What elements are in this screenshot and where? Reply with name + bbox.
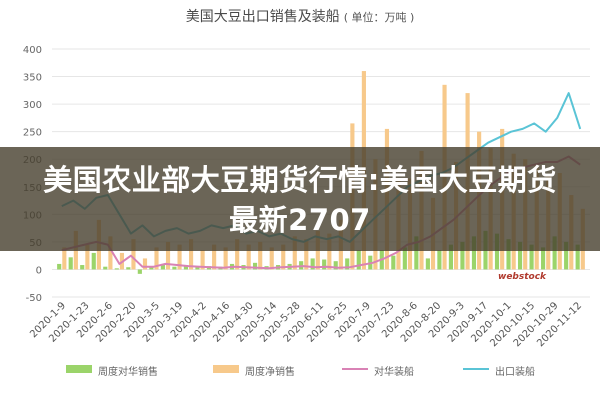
bar-weekly-china-sales [425, 258, 430, 270]
chart-unit-label: ( 单位：万吨 ) [343, 11, 415, 24]
y-tick-label: 250 [23, 128, 42, 139]
legend-label-export-shipments: 出口装船 [495, 367, 535, 378]
legend-line-china-shipments [342, 368, 368, 370]
bar-weekly-china-sales [414, 236, 419, 270]
legend-swatch-weekly-china-sales [66, 365, 92, 373]
y-tick-label: 350 [23, 73, 42, 84]
bar-weekly-net-sales [327, 233, 332, 270]
bar-weekly-net-sales [258, 241, 263, 270]
bar-weekly-net-sales [269, 247, 274, 270]
bar-weekly-net-sales [177, 244, 182, 270]
y-tick-label: 300 [23, 100, 42, 111]
bar-weekly-china-sales [103, 266, 108, 270]
bar-weekly-net-sales [281, 244, 286, 270]
bar-weekly-china-sales [437, 250, 442, 270]
bar-weekly-china-sales [160, 263, 165, 270]
chart-legend: 周度对华销售 周度净销售 对华装船 出口装船 [0, 360, 600, 380]
bar-weekly-china-sales [322, 259, 327, 270]
bar-weekly-china-sales [552, 236, 557, 270]
bar-weekly-china-sales [91, 252, 96, 270]
bar-weekly-net-sales [200, 250, 205, 270]
bar-weekly-net-sales [246, 244, 251, 270]
bar-weekly-net-sales [223, 247, 228, 270]
bar-weekly-china-sales [356, 250, 361, 270]
x-axis-ticks: 2020-1-92020-1-232020-2-62020-2-202020-3… [28, 300, 584, 349]
y-tick-label: 0 [36, 265, 42, 276]
bar-weekly-net-sales [235, 239, 240, 270]
bar-weekly-china-sales [183, 265, 188, 270]
bar-weekly-net-sales [131, 239, 136, 270]
bar-weekly-china-sales [494, 233, 500, 270]
bar-weekly-net-sales [154, 247, 159, 270]
bar-weekly-china-sales [195, 267, 200, 270]
y-tick-label: 400 [23, 45, 42, 56]
bar-weekly-net-sales [189, 239, 194, 270]
bar-weekly-china-sales [137, 269, 142, 274]
bar-weekly-china-sales [506, 239, 511, 270]
bar-weekly-china-sales [517, 241, 523, 270]
bar-weekly-china-sales [402, 247, 407, 270]
bar-weekly-china-sales [114, 268, 119, 270]
bar-weekly-net-sales [108, 236, 113, 270]
bar-weekly-net-sales [212, 244, 217, 270]
bar-weekly-china-sales [252, 262, 258, 270]
bar-weekly-china-sales [460, 241, 465, 270]
legend-label-weekly-net-sales: 周度净销售 [245, 367, 295, 378]
bar-weekly-china-sales [529, 244, 534, 270]
overlay-headline: 美国农业部大豆期货行情:美国大豆期货最新2707 [43, 163, 557, 237]
bar-weekly-china-sales [541, 247, 546, 270]
bar-weekly-china-sales [57, 263, 62, 270]
legend-label-weekly-china-sales: 周度对华销售 [98, 367, 158, 378]
y-tick-label: -50 [26, 293, 42, 304]
bar-weekly-china-sales [80, 265, 85, 270]
legend-label-china-shipments: 对华装船 [374, 367, 414, 378]
legend-swatch-weekly-net-sales [213, 365, 239, 373]
bar-weekly-net-sales [62, 247, 67, 270]
bar-weekly-china-sales [333, 261, 338, 270]
bar-weekly-china-sales [68, 257, 73, 270]
bar-weekly-net-sales [165, 241, 171, 270]
bar-weekly-china-sales [471, 236, 477, 270]
bar-weekly-china-sales [149, 266, 154, 270]
chart-title-text: 美国大豆出口销售及装船 [185, 9, 340, 25]
bar-weekly-china-sales [448, 244, 453, 270]
bar-weekly-china-sales [564, 241, 569, 270]
bar-weekly-china-sales [172, 266, 177, 270]
chart-title: 美国大豆出口销售及装船( 单位：万吨 ) [0, 6, 600, 26]
bar-weekly-china-sales [575, 244, 580, 270]
bar-weekly-china-sales [310, 258, 315, 270]
bar-weekly-net-sales [85, 244, 90, 270]
bar-weekly-china-sales [345, 258, 350, 270]
bar-weekly-net-sales [142, 258, 148, 270]
bar-weekly-china-sales [391, 255, 396, 270]
overlay-banner [0, 147, 600, 251]
bar-weekly-net-sales [292, 236, 297, 270]
bar-weekly-net-sales [304, 239, 309, 270]
watermark-logo: webstock [498, 272, 547, 282]
legend-line-export-shipments [463, 368, 489, 370]
bar-weekly-china-sales [126, 267, 131, 270]
